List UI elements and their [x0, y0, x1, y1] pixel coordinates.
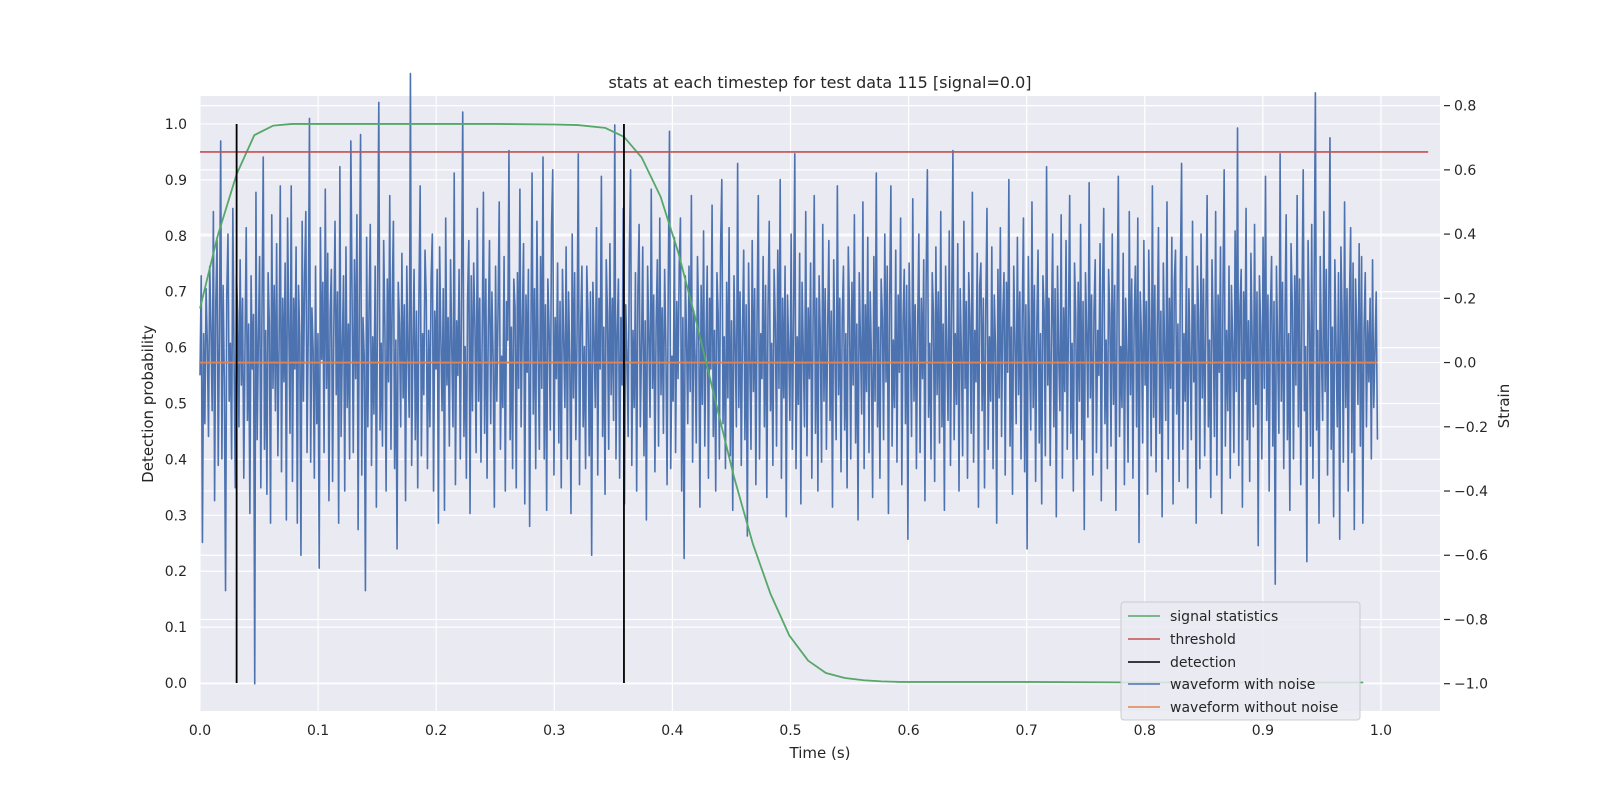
- y-tick-label: 0.2: [165, 564, 187, 580]
- series-lines: [199, 72, 1429, 685]
- y2-tick-label: 0.8: [1454, 99, 1476, 115]
- x-tick-label: 0.5: [779, 723, 801, 739]
- y-tick-label: 0.0: [165, 676, 187, 692]
- x-tick-label: 1.0: [1370, 723, 1392, 739]
- legend: signal statistics threshold detection wa…: [1120, 601, 1361, 721]
- legend-label-waveform-with-noise: waveform with noise: [1170, 677, 1315, 693]
- x-tick-label: 0.0: [189, 723, 211, 739]
- y2-axis-label: Strain: [1495, 384, 1513, 428]
- legend-label-detection: detection: [1170, 655, 1236, 671]
- y2-tick-label: −0.4: [1454, 484, 1488, 500]
- y-axis-ticks: 0.0 0.1 0.2 0.3 0.4 0.5 0.6 0.7 0.8 0.9 1.0: [165, 117, 187, 692]
- x-tick-label: 0.8: [1134, 723, 1156, 739]
- y2-tick-label: −0.8: [1454, 612, 1488, 628]
- x-tick-label: 0.6: [897, 723, 919, 739]
- y2-tick-label: 0.2: [1454, 291, 1476, 307]
- x-tick-label: 0.9: [1252, 723, 1274, 739]
- x-tick-label: 0.4: [661, 723, 683, 739]
- y-tick-label: 0.4: [165, 452, 187, 468]
- y-tick-label: 0.1: [165, 620, 187, 636]
- y-axis-label: Detection probability: [139, 325, 157, 483]
- legend-label-signal-statistics: signal statistics: [1170, 609, 1278, 625]
- x-tick-label: 0.7: [1016, 723, 1038, 739]
- series-waveform-with-noise: [199, 72, 1379, 685]
- y2-tick-label: 0.4: [1454, 227, 1476, 243]
- y-tick-label: 0.3: [165, 508, 187, 524]
- y2-tick-label: −1.0: [1454, 677, 1488, 693]
- y2-tick-label: −0.2: [1454, 420, 1488, 436]
- y-tick-label: 1.0: [165, 117, 187, 133]
- legend-box: [1120, 601, 1361, 721]
- y-tick-label: 0.9: [165, 173, 187, 189]
- chart-title: stats at each timestep for test data 115…: [608, 73, 1031, 92]
- y2-tick-label: −0.6: [1454, 548, 1488, 564]
- y-tick-label: 0.7: [165, 285, 187, 301]
- y-tick-label: 0.8: [165, 229, 187, 245]
- x-axis-ticks: 0.0 0.1 0.2 0.3 0.4 0.5 0.6 0.7 0.8 0.9 1.0: [189, 723, 1392, 739]
- x-axis-label: Time (s): [789, 744, 851, 762]
- y2-tick-label: 0.6: [1454, 163, 1476, 179]
- y2-axis-ticks: 0.8 0.6 0.4 0.2 0.0 −0.2 −0.4 −0.6 −0.8 −1.0: [1444, 99, 1488, 693]
- series-signal-statistics: [199, 123, 1364, 684]
- y2-tick-label: 0.0: [1454, 356, 1476, 372]
- legend-label-threshold: threshold: [1170, 632, 1236, 648]
- x-tick-label: 0.3: [543, 723, 565, 739]
- y-tick-label: 0.5: [165, 397, 187, 413]
- x-tick-label: 0.2: [425, 723, 447, 739]
- y-tick-label: 0.6: [165, 341, 187, 357]
- x-tick-label: 0.1: [307, 723, 329, 739]
- legend-label-waveform-without-noise: waveform without noise: [1170, 700, 1338, 716]
